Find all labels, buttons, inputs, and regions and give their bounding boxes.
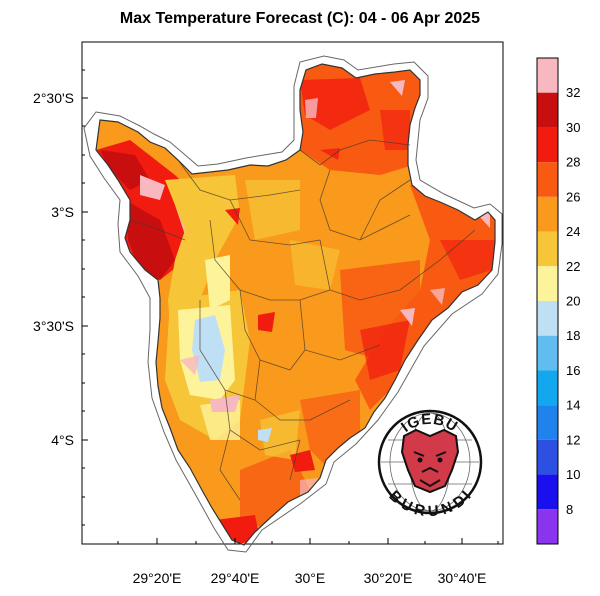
colorbar-swatch: [537, 509, 558, 544]
lon-tick-marks: [117, 538, 499, 544]
lon-label-30-20e: 30°20'E: [364, 570, 413, 586]
lon-label-30e: 30°E: [295, 570, 326, 586]
colorbar-label: 20: [566, 294, 580, 309]
colorbar-swatch: [537, 58, 558, 93]
leopard-head-icon: [400, 428, 460, 494]
colorbar-label: 24: [566, 224, 580, 239]
colorbar-label: 10: [566, 467, 580, 482]
leopard-face-marks: [413, 451, 447, 488]
colorbar-swatch: [537, 301, 558, 336]
lat-tick-marks: [82, 69, 88, 526]
colorbar-swatch: [537, 162, 558, 197]
colorbar-label: 12: [566, 432, 580, 447]
lat-label-3-30s: 3°30'S: [33, 318, 74, 334]
colorbar-label: 14: [566, 398, 580, 413]
colorbar-label: 22: [566, 259, 580, 274]
colorbar-label: 30: [566, 120, 580, 135]
colorbar-swatch: [537, 439, 558, 475]
colorbar-swatch: [537, 405, 558, 440]
colorbar-swatch: [537, 335, 558, 371]
country-border: [95, 63, 496, 546]
colorbar-label: 8: [566, 502, 573, 517]
country-halo-outline: [83, 55, 503, 553]
colorbar-swatch: [537, 474, 558, 510]
lat-label-3s: 3°S: [51, 204, 74, 220]
colorbar: 32 30 28 26 24 22 20 18 16 14 12 10 8: [536, 57, 580, 545]
colorbar-label: 28: [566, 155, 580, 170]
colorbar-label: 32: [566, 85, 580, 100]
colorbar-swatch: [537, 92, 558, 128]
igebu-logo: IGEBU BURUNDI: [377, 409, 483, 520]
colorbar-swatch: [537, 370, 558, 406]
lat-label-2-30s: 2°30'S: [33, 90, 74, 106]
lon-label-29-20e: 29°20'E: [133, 570, 182, 586]
leopard-eye-right: [437, 457, 443, 463]
colorbar-swatch: [537, 127, 558, 163]
province-boundaries: [129, 139, 476, 501]
colorbar-label: 16: [566, 363, 580, 378]
colorbar-frame: [536, 57, 559, 545]
map-title: Max Temperature Forecast (C): 04 - 06 Ap…: [119, 10, 481, 27]
colorbar-swatch: [537, 196, 558, 232]
lon-label-30-40e: 30°40'E: [438, 570, 487, 586]
lon-label-29-40e: 29°40'E: [211, 570, 260, 586]
colorbar-label: 26: [566, 189, 580, 204]
colorbar-swatch: [537, 231, 558, 267]
lat-label-4s: 4°S: [51, 432, 74, 448]
colorbar-swatch: [537, 266, 558, 301]
colorbar-label: 18: [566, 328, 580, 343]
leopard-eye-left: [417, 457, 423, 463]
